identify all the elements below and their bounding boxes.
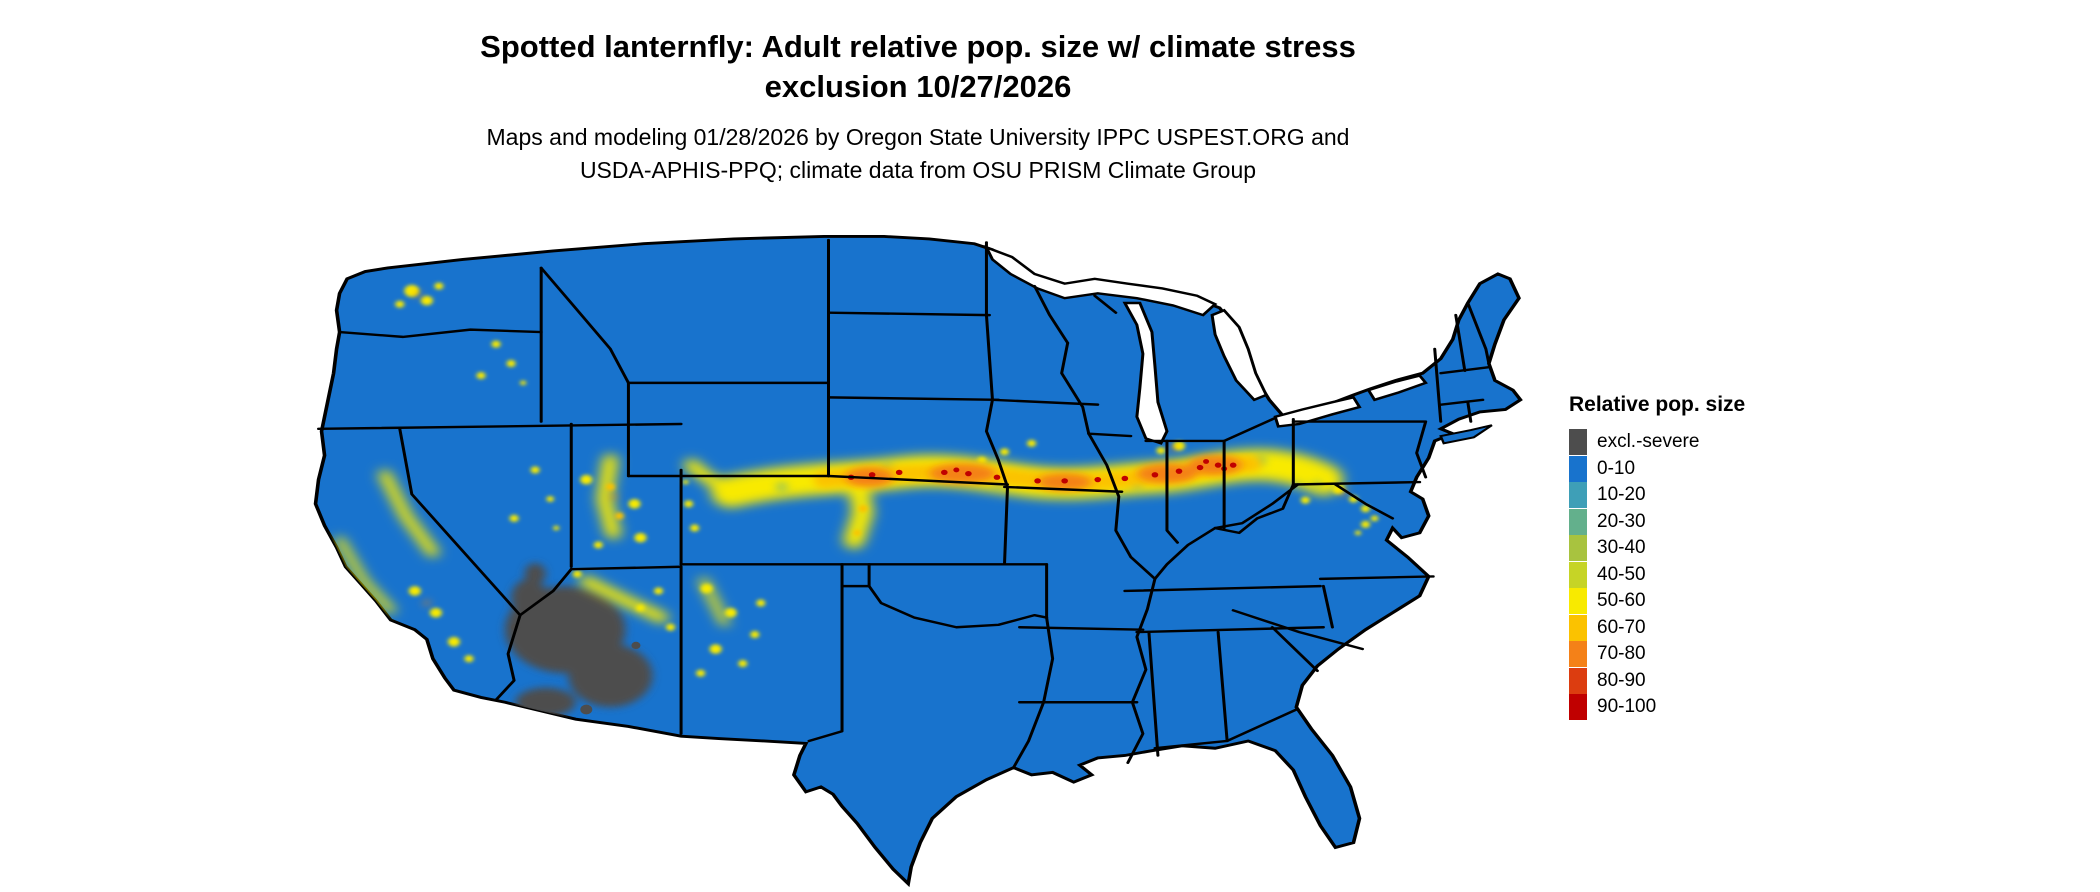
legend-item: 50-60 <box>1569 588 1745 615</box>
map-subtitle-line1: Maps and modeling 01/28/2026 by Oregon S… <box>486 124 1350 150</box>
us-map-canvas: Continental United States <box>313 235 1523 888</box>
legend: Relative pop. size excl.-severe 0-10 10-20… <box>1569 393 1745 721</box>
legend-item-label: 30-40 <box>1597 537 1646 559</box>
legend-item-label: 40-50 <box>1597 563 1646 585</box>
legend-item: 40-50 <box>1569 561 1745 589</box>
legend-item-label: excl.-severe <box>1597 431 1700 453</box>
legend-item: 0-10 <box>1569 455 1745 483</box>
long-island <box>1439 424 1493 445</box>
legend-swatch <box>1569 667 1587 694</box>
legend-item-label: 60-70 <box>1597 616 1646 638</box>
map-title-line1: Spotted lanternfly: Adult relative pop. … <box>480 29 1356 64</box>
lake-ontario <box>1366 374 1428 402</box>
map-title-line2: exclusion 10/27/2026 <box>764 69 1072 104</box>
legend-item-label: 0-10 <box>1597 457 1636 479</box>
legend-swatch <box>1569 561 1587 588</box>
legend-item: 60-70 <box>1569 614 1745 642</box>
legend-item: 70-80 <box>1569 641 1745 668</box>
legend-swatch <box>1569 429 1587 456</box>
map-subtitle: Maps and modeling 01/28/2026 by Oregon S… <box>305 121 1531 187</box>
legend-item: 20-30 <box>1569 508 1745 536</box>
heat-yellow-speckles <box>395 282 1379 677</box>
legend-swatch <box>1569 455 1587 482</box>
legend-swatch <box>1569 588 1587 615</box>
legend-swatch <box>1569 694 1587 721</box>
lake-michigan <box>1122 301 1169 445</box>
legend-items: excl.-severe 0-10 10-20 20-30 30-40 40-50 50-6… <box>1569 429 1745 721</box>
legend-item-label: 70-80 <box>1597 643 1646 665</box>
legend-item-label: 20-30 <box>1597 510 1646 532</box>
legend-item: 10-20 <box>1569 482 1745 509</box>
legend-item: 90-100 <box>1569 694 1745 721</box>
legend-item: 80-90 <box>1569 667 1745 695</box>
lake-huron <box>1210 308 1269 402</box>
lake-erie <box>1273 395 1362 428</box>
legend-item-label: 80-90 <box>1597 669 1646 691</box>
legend-item: 30-40 <box>1569 535 1745 562</box>
state-borders <box>317 238 1491 769</box>
legend-item-label: 10-20 <box>1597 484 1646 506</box>
great-lakes <box>983 244 1428 445</box>
legend-swatch <box>1569 641 1587 668</box>
us-landmass <box>313 235 1523 888</box>
exclusion-layer <box>505 563 653 717</box>
map-title: Spotted lanternfly: Adult relative pop. … <box>305 27 1531 107</box>
heat-amber-speckles <box>605 483 868 536</box>
legend-item: excl.-severe <box>1569 429 1745 456</box>
legend-title: Relative pop. size <box>1569 393 1746 416</box>
legend-swatch <box>1569 508 1587 535</box>
legend-swatch <box>1569 482 1587 509</box>
legend-item-label: 50-60 <box>1597 590 1646 612</box>
legend-swatch <box>1569 535 1587 562</box>
us-map: Continental United States <box>305 228 1531 891</box>
legend-item-label: 90-100 <box>1597 696 1657 718</box>
map-subtitle-line2: USDA-APHIS-PPQ; climate data from OSU PR… <box>579 157 1257 183</box>
legend-swatch <box>1569 614 1587 641</box>
heat-red-speckles <box>847 459 1237 484</box>
